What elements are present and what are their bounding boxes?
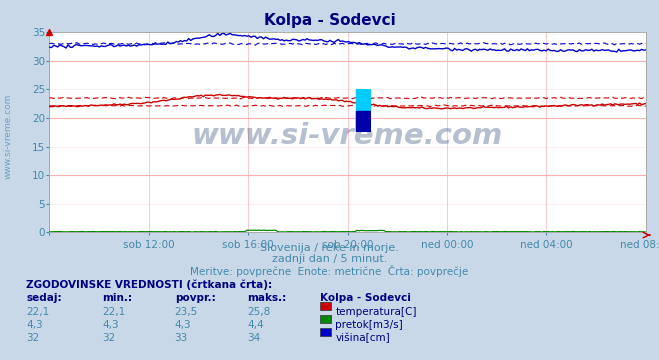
Text: zadnji dan / 5 minut.: zadnji dan / 5 minut. bbox=[272, 254, 387, 264]
Text: 4,3: 4,3 bbox=[102, 320, 119, 330]
Text: temperatura[C]: temperatura[C] bbox=[335, 307, 417, 317]
Text: povpr.:: povpr.: bbox=[175, 293, 215, 303]
Text: www.si-vreme.com: www.si-vreme.com bbox=[3, 94, 13, 180]
Text: sedaj:: sedaj: bbox=[26, 293, 62, 303]
Text: 4,3: 4,3 bbox=[26, 320, 43, 330]
Text: Slovenija / reke in morje.: Slovenija / reke in morje. bbox=[260, 243, 399, 253]
Text: pretok[m3/s]: pretok[m3/s] bbox=[335, 320, 403, 330]
Text: višina[cm]: višina[cm] bbox=[335, 333, 390, 343]
Bar bbox=[357, 89, 371, 132]
Text: www.si-vreme.com: www.si-vreme.com bbox=[192, 122, 503, 150]
Text: 23,5: 23,5 bbox=[175, 307, 198, 317]
Text: 32: 32 bbox=[26, 333, 40, 343]
Text: ZGODOVINSKE VREDNOSTI (črtkana črta):: ZGODOVINSKE VREDNOSTI (črtkana črta): bbox=[26, 279, 272, 289]
Text: Kolpa - Sodevci: Kolpa - Sodevci bbox=[264, 13, 395, 28]
Text: min.:: min.: bbox=[102, 293, 132, 303]
Text: maks.:: maks.: bbox=[247, 293, 287, 303]
Text: 4,3: 4,3 bbox=[175, 320, 191, 330]
Text: 32: 32 bbox=[102, 333, 115, 343]
Bar bbox=[357, 111, 371, 132]
Text: 34: 34 bbox=[247, 333, 260, 343]
Text: 25,8: 25,8 bbox=[247, 307, 270, 317]
Text: 4,4: 4,4 bbox=[247, 320, 264, 330]
Text: Kolpa - Sodevci: Kolpa - Sodevci bbox=[320, 293, 411, 303]
Text: 22,1: 22,1 bbox=[26, 307, 49, 317]
Text: Meritve: povprečne  Enote: metrične  Črta: povprečje: Meritve: povprečne Enote: metrične Črta:… bbox=[190, 265, 469, 276]
Text: 33: 33 bbox=[175, 333, 188, 343]
Text: 22,1: 22,1 bbox=[102, 307, 125, 317]
